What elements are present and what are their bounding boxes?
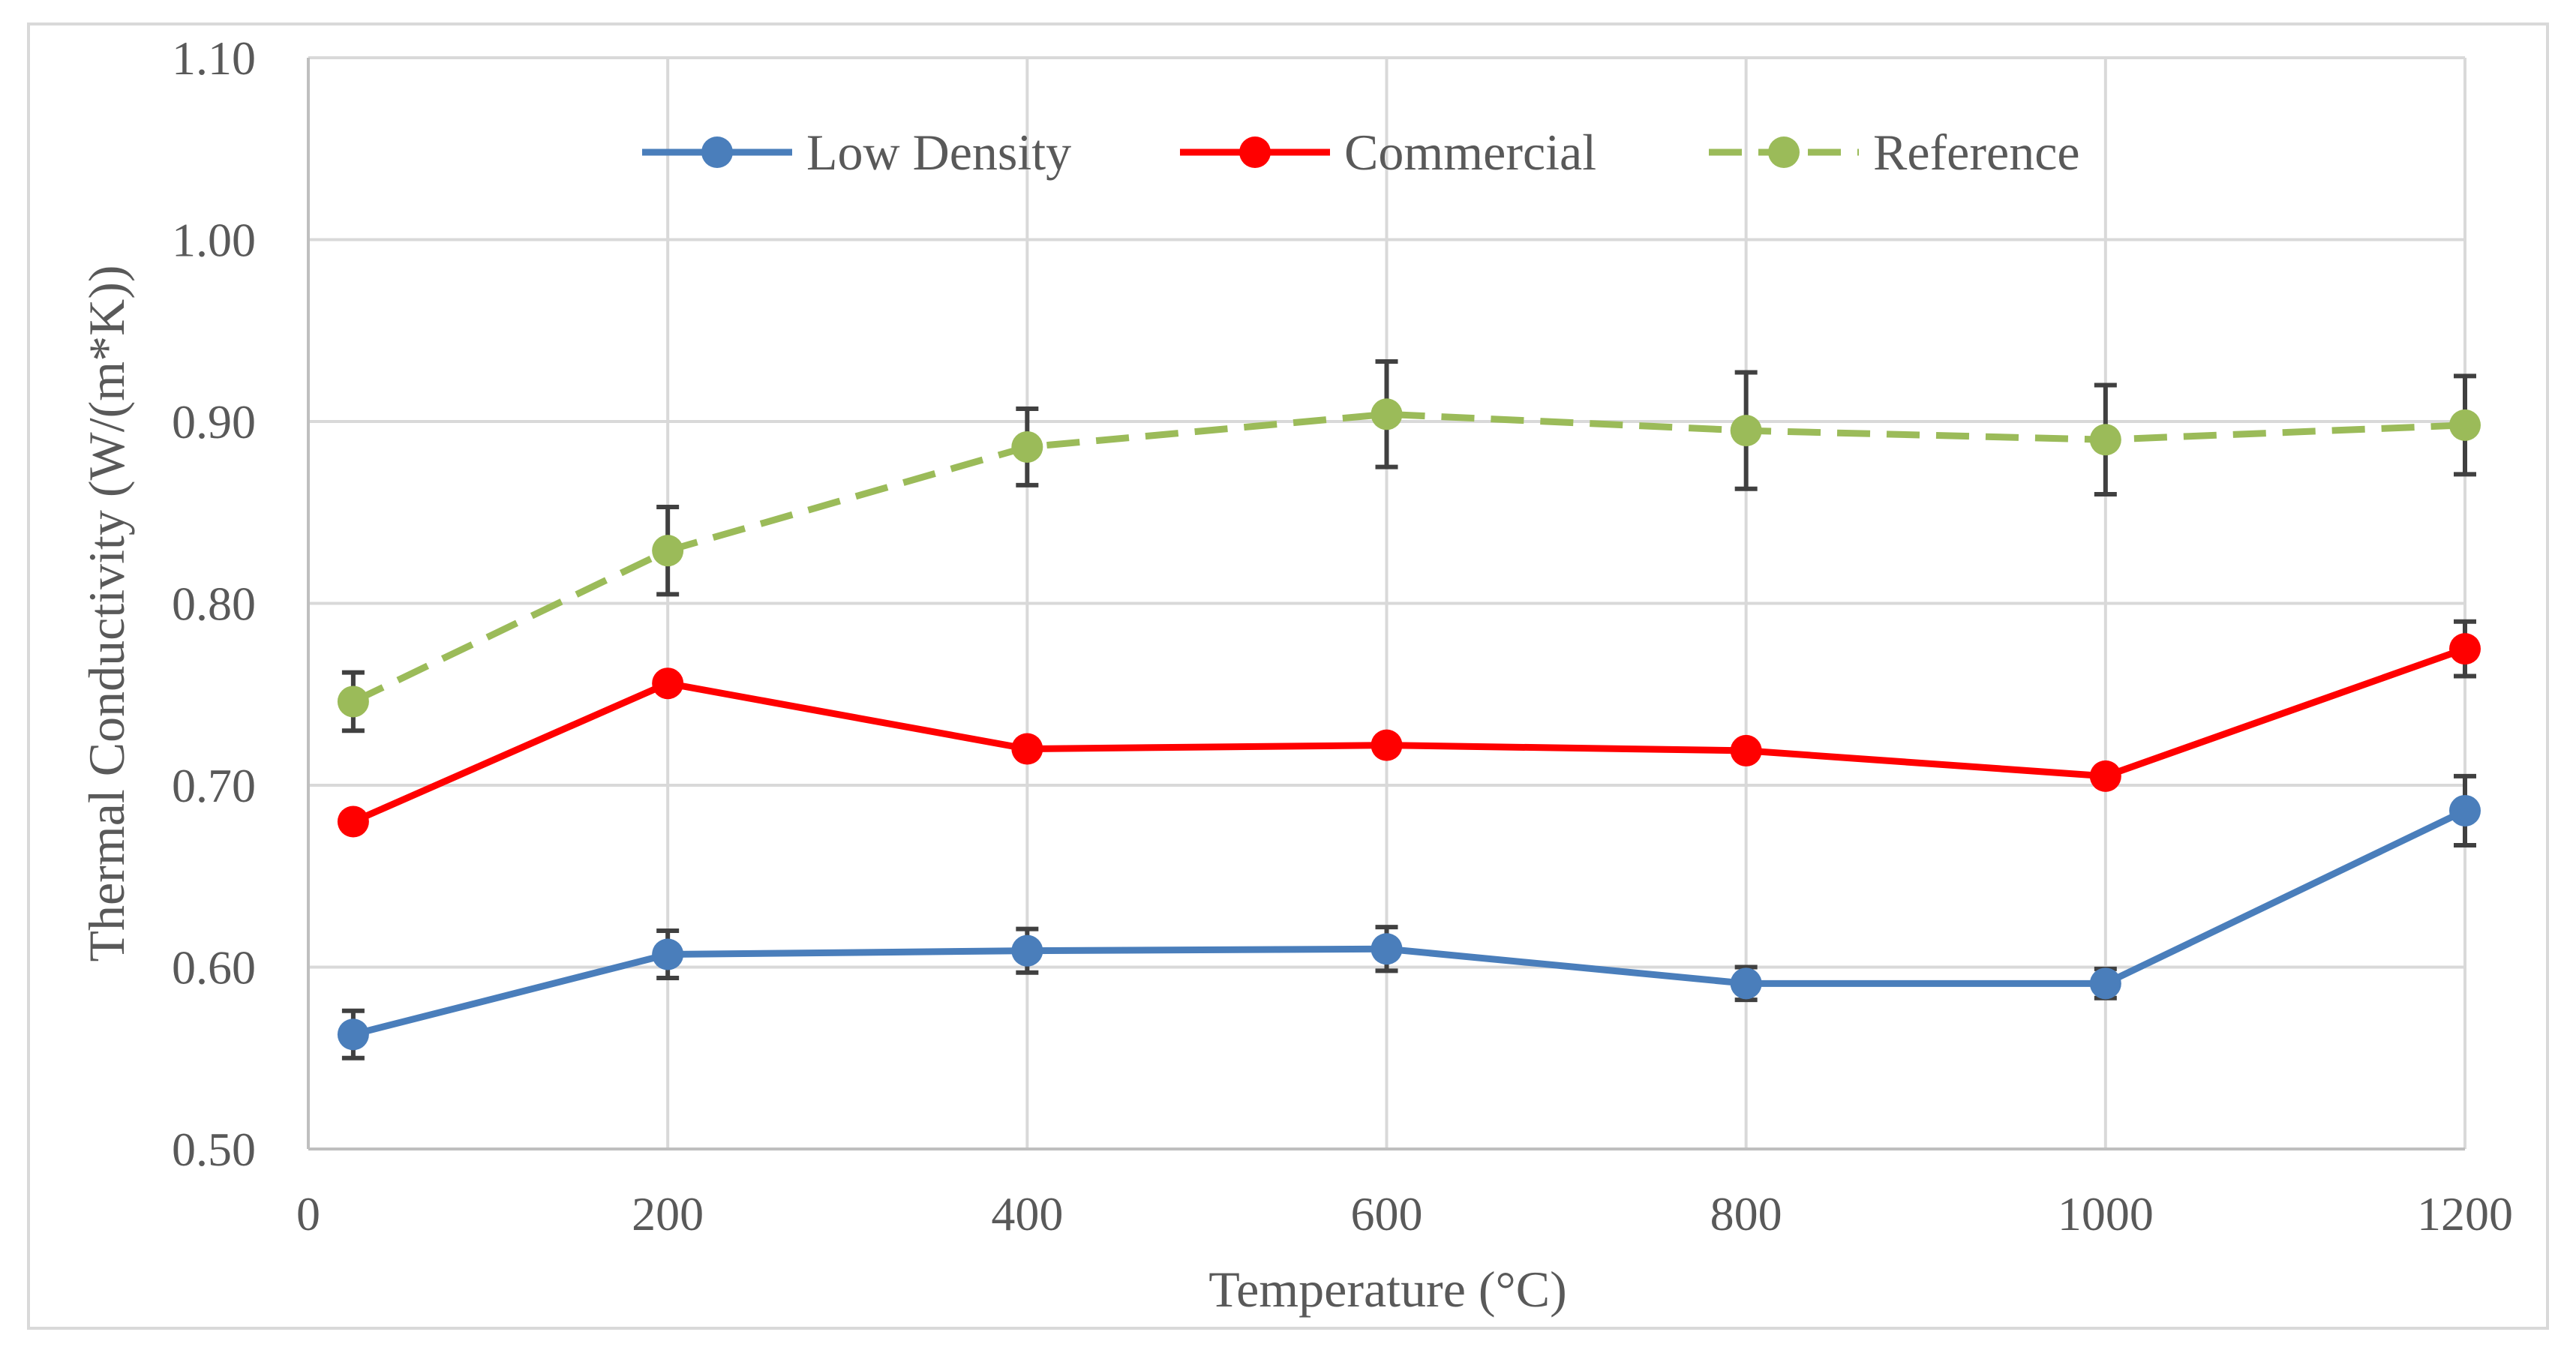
x-axis-title: Temperature (°C) <box>1208 1261 1566 1318</box>
data-point-reference <box>2089 424 2121 456</box>
legend-label-commercial: Commercial <box>1344 124 1596 181</box>
y-tick-label: 0.80 <box>172 578 256 631</box>
data-point-commercial <box>1730 734 1762 766</box>
data-point-commercial <box>2449 633 2481 665</box>
data-point-low-density <box>2089 968 2121 1000</box>
data-series <box>337 398 2481 1051</box>
data-point-commercial <box>1011 733 1043 765</box>
data-point-low-density <box>1371 933 1403 965</box>
data-point-reference <box>2449 409 2481 441</box>
tick-labels: 0.50 0.60 0.70 0.80 0.90 1.00 1.10 0 200 400 600 80… <box>172 32 2513 1240</box>
data-point-commercial <box>2089 760 2121 792</box>
y-axis-title: Thermal Conductivity (W/(m*K)) <box>78 265 135 962</box>
x-tick-label: 600 <box>1351 1187 1423 1240</box>
legend: Low Density Commercial Reference <box>642 124 2080 181</box>
x-tick-label: 800 <box>1710 1187 1782 1240</box>
data-point-reference <box>337 686 369 718</box>
data-point-low-density <box>2449 794 2481 826</box>
y-tick-label: 0.70 <box>172 759 256 812</box>
y-tick-label: 0.50 <box>172 1123 256 1176</box>
data-point-commercial <box>1371 729 1403 761</box>
x-tick-label: 1200 <box>2417 1187 2513 1240</box>
data-point-low-density <box>1011 934 1043 967</box>
data-point-reference <box>652 535 684 567</box>
legend-marker-commercial <box>1239 136 1271 168</box>
legend-label-reference: Reference <box>1873 124 2080 181</box>
data-point-commercial <box>337 806 369 838</box>
legend-marker-low-density <box>701 136 733 168</box>
legend-item-low-density[interactable]: Low Density <box>642 124 1071 181</box>
x-tick-label: 400 <box>991 1187 1063 1240</box>
x-tick-label: 1000 <box>2058 1187 2154 1240</box>
data-point-reference <box>1011 430 1043 463</box>
x-tick-label: 200 <box>632 1187 704 1240</box>
y-tick-label: 1.00 <box>172 214 256 267</box>
y-tick-label: 0.90 <box>172 395 256 448</box>
data-point-commercial <box>652 668 684 700</box>
legend-item-commercial[interactable]: Commercial <box>1180 124 1596 181</box>
data-point-low-density <box>652 938 684 970</box>
data-point-reference <box>1371 398 1403 430</box>
x-tick-label: 0 <box>296 1187 320 1240</box>
legend-item-reference[interactable]: Reference <box>1709 124 2080 181</box>
figure-border <box>27 22 2549 1330</box>
legend-marker-reference <box>1768 136 1800 168</box>
axes <box>307 58 2465 1150</box>
y-tick-label: 0.60 <box>172 941 256 994</box>
y-tick-label: 1.10 <box>172 32 256 85</box>
data-point-reference <box>1730 415 1762 447</box>
data-point-low-density <box>1730 968 1762 1000</box>
legend-label-low-density: Low Density <box>806 124 1071 181</box>
data-point-low-density <box>337 1018 369 1051</box>
